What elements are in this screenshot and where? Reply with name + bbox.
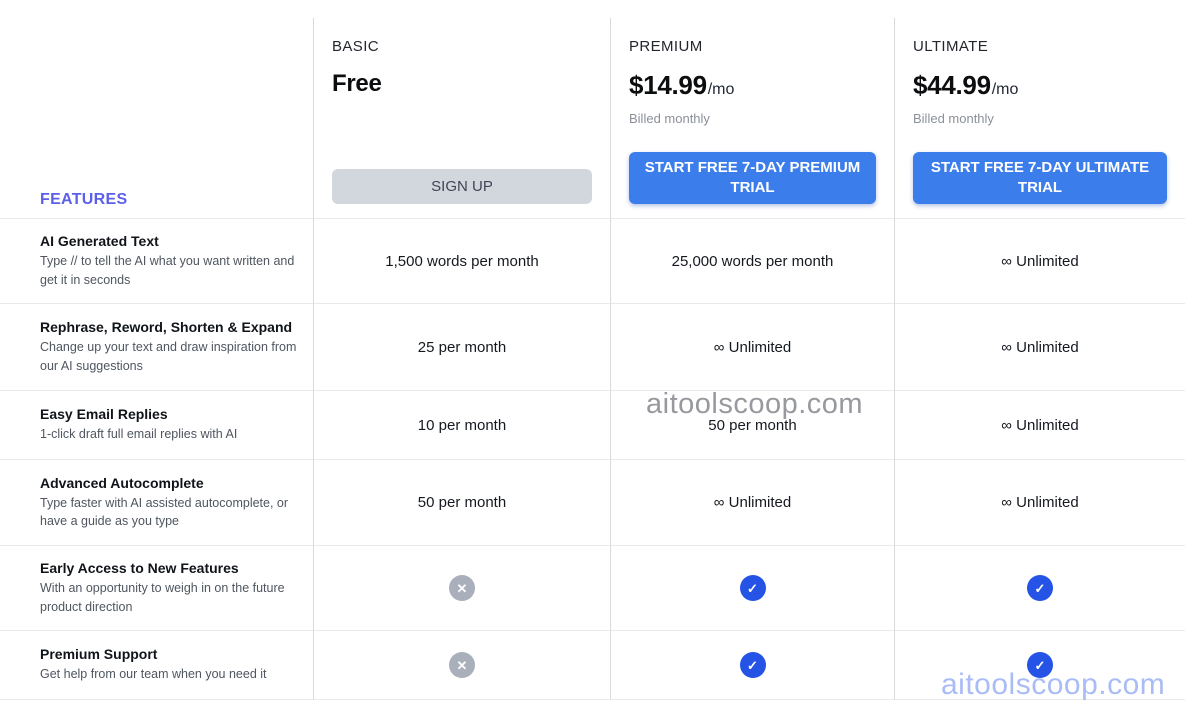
ultimate-trial-button[interactable]: START FREE 7-DAY ULTIMATE TRIAL (913, 152, 1167, 204)
cell-ultimate-email: ∞ Unlimited (894, 390, 1185, 459)
feature-description: Type faster with AI assisted autocomplet… (40, 495, 289, 528)
cell-premium-rephrase: ∞ Unlimited (610, 303, 894, 390)
plan-name-ultimate: ULTIMATE (913, 38, 989, 55)
cross-icon: ✕ (449, 652, 475, 678)
cell-premium-email: 50 per month (610, 390, 894, 459)
cell-ultimate-early-access: ✓ (894, 545, 1185, 630)
feature-description: With an opportunity to weigh in on the f… (40, 581, 285, 614)
cell-premium-ai-text: 25,000 words per month (610, 218, 894, 303)
plan-name-basic: BASIC (332, 38, 380, 55)
cell-basic-early-access: ✕ (313, 545, 610, 630)
cell-ultimate-rephrase: ∞ Unlimited (894, 303, 1185, 390)
features-header-cell: FEATURES (0, 18, 313, 218)
plan-header-basic: BASIC Free SIGN UP (313, 18, 610, 218)
watermark-center: aitoolscoop.com (646, 388, 864, 420)
check-icon: ✓ (739, 575, 766, 601)
plan-name-premium: PREMIUM (629, 38, 703, 55)
check-icon: ✓ (1027, 575, 1053, 601)
watermark-bottom-right: aitoolscoop.com (941, 668, 1166, 701)
cell-basic-support: ✕ (313, 630, 610, 700)
feature-ai-generated-text: AI Generated Text Type // to tell the AI… (0, 218, 313, 303)
cell-basic-email: 10 per month (313, 390, 610, 459)
feature-early-access: Early Access to New Features With an opp… (0, 545, 313, 630)
feature-title: Early Access to New Features (40, 560, 239, 577)
feature-description: 1-click draft full email replies with AI (40, 427, 238, 442)
feature-description: Get help from our team when you need it (40, 667, 267, 682)
cell-basic-rephrase: 25 per month (313, 303, 610, 390)
sign-up-button[interactable]: SIGN UP (332, 169, 592, 204)
feature-title: Premium Support (40, 646, 158, 663)
premium-trial-button[interactable]: START FREE 7-DAY PREMIUM TRIAL (629, 152, 876, 204)
cross-icon: ✕ (449, 575, 475, 601)
feature-title: AI Generated Text (40, 233, 159, 250)
cell-ultimate-autocomplete: ∞ Unlimited (894, 459, 1185, 545)
feature-email-replies: Easy Email Replies 1-click draft full em… (0, 390, 313, 459)
pricing-table: FEATURES BASIC Free SIGN UP PREMIUM $14.… (0, 18, 1185, 700)
cell-premium-early-access: ✓ (610, 545, 894, 630)
feature-autocomplete: Advanced Autocomplete Type faster with A… (0, 459, 313, 545)
cell-basic-autocomplete: 50 per month (313, 459, 610, 545)
plan-price-ultimate: $44.99 (913, 70, 991, 100)
feature-title: Easy Email Replies (40, 406, 168, 423)
features-header-label: FEATURES (40, 191, 128, 208)
cell-ultimate-ai-text: ∞ Unlimited (894, 218, 1185, 303)
feature-rephrase: Rephrase, Reword, Shorten & Expand Chang… (0, 303, 313, 390)
plan-period-premium: /mo (707, 81, 735, 98)
plan-header-premium: PREMIUM $14.99 /mo Billed monthly START … (610, 18, 894, 218)
feature-description: Type // to tell the AI what you want wri… (40, 254, 295, 287)
plan-price-premium: $14.99 (629, 70, 707, 100)
plan-price-basic: Free (332, 70, 382, 97)
feature-title: Advanced Autocomplete (40, 474, 204, 491)
feature-title: Rephrase, Reword, Shorten & Expand (40, 319, 293, 336)
plan-header-ultimate: ULTIMATE $44.99 /mo Billed monthly START… (894, 18, 1185, 218)
plan-period-ultimate: /mo (991, 81, 1019, 98)
billing-note-ultimate: Billed monthly (913, 111, 994, 126)
plan-price-row-ultimate: $44.99 /mo (913, 70, 1167, 101)
check-icon: ✓ (739, 652, 766, 678)
cell-premium-support: ✓ (610, 630, 894, 700)
plan-price-row-basic: Free (332, 70, 592, 98)
cell-basic-ai-text: 1,500 words per month (313, 218, 610, 303)
check-icon: ✓ (1027, 652, 1053, 678)
plan-price-row-premium: $14.99 /mo (629, 70, 876, 101)
billing-note-premium: Billed monthly (629, 111, 710, 126)
feature-description: Change up your text and draw inspiration… (40, 340, 297, 373)
cell-ultimate-support: ✓ (894, 630, 1185, 700)
feature-premium-support: Premium Support Get help from our team w… (0, 630, 313, 700)
cell-premium-autocomplete: ∞ Unlimited (610, 459, 894, 545)
